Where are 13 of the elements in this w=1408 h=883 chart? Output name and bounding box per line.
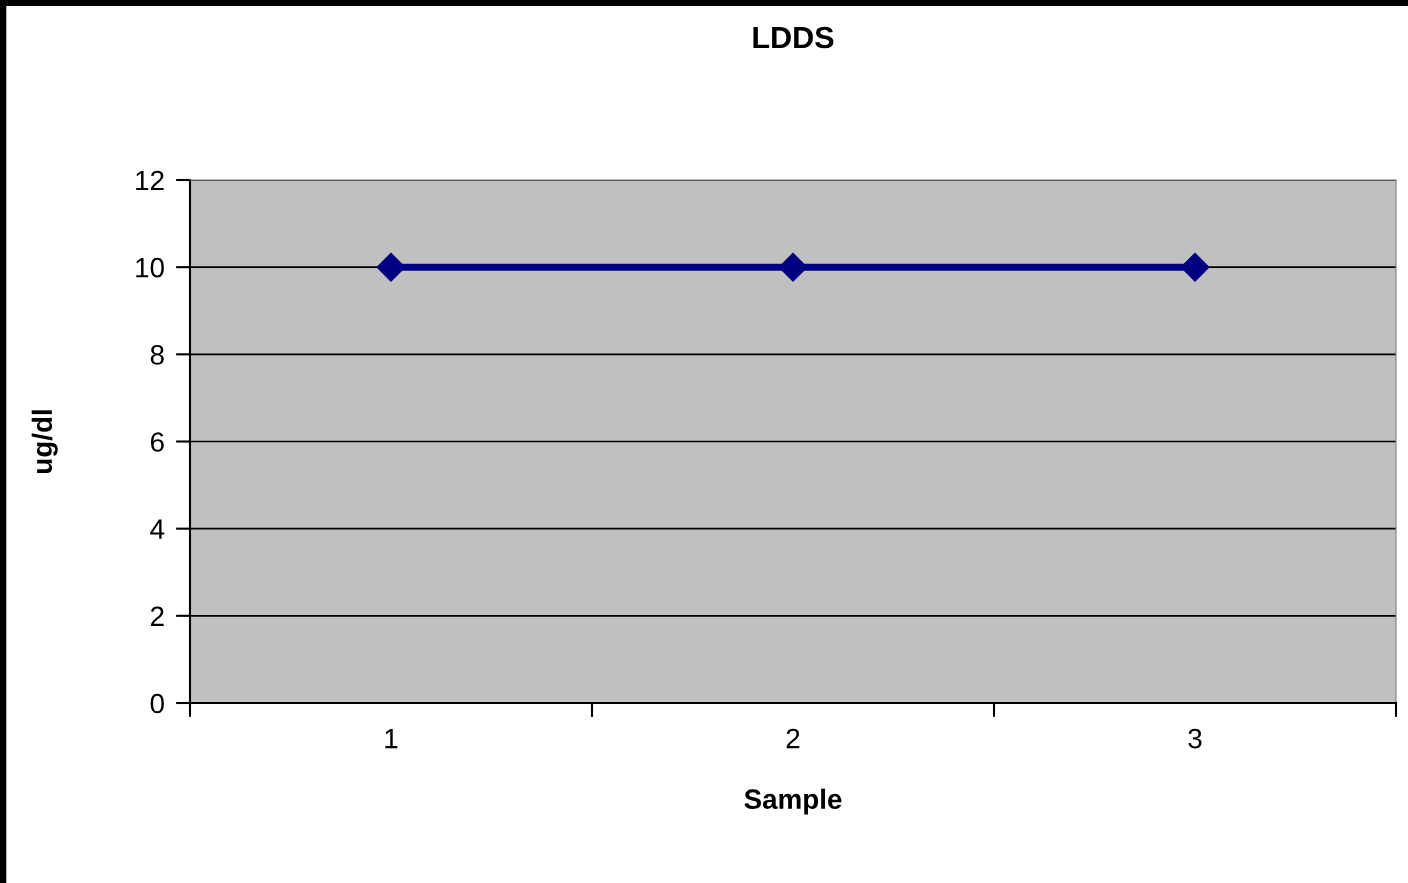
y-tick-label: 2 [150,606,164,626]
x-tick-label: 3 [1188,728,1202,749]
chart-title: LDDS [753,26,834,49]
y-tick-label: 4 [150,519,165,539]
x-axis-title: Sample [744,788,842,815]
y-tick-label: 0 [150,693,164,714]
y-axis-title: ug/dl [31,410,58,473]
y-tick-label: 6 [150,432,164,452]
y-tick-label: 12 [136,170,164,191]
x-tick-label: 2 [786,728,800,749]
x-tick-label: 1 [385,729,398,749]
y-tick-label: 8 [150,345,164,365]
y-tick-label: 10 [136,257,164,278]
